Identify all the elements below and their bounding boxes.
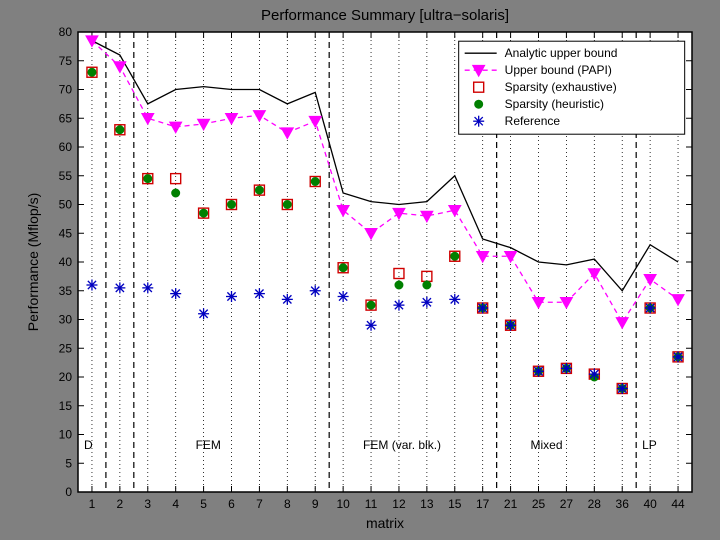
ytick-label: 80 (59, 25, 73, 39)
xtick-label: 8 (284, 497, 291, 511)
xtick-label: 4 (172, 497, 179, 511)
ytick-label: 15 (59, 399, 73, 413)
xtick-label: 27 (560, 497, 574, 511)
legend-label: Sparsity (heuristic) (505, 97, 604, 111)
xtick-label: 7 (256, 497, 263, 511)
xtick-label: 12 (392, 497, 406, 511)
ytick-label: 60 (59, 140, 73, 154)
chart-svg: 0510152025303540455055606570758012345678… (0, 0, 720, 540)
xtick-label: 17 (476, 497, 490, 511)
section-label: Mixed (531, 438, 563, 452)
ytick-label: 65 (59, 111, 73, 125)
xtick-label: 44 (671, 497, 685, 511)
ytick-label: 30 (59, 313, 73, 327)
xtick-label: 5 (200, 497, 207, 511)
xtick-label: 28 (588, 497, 602, 511)
xtick-label: 36 (616, 497, 630, 511)
ytick-label: 45 (59, 226, 73, 240)
xtick-label: 9 (312, 497, 319, 511)
ytick-label: 35 (59, 284, 73, 298)
chart-container: { "title": "Performance Summary [ultra−s… (0, 0, 720, 540)
xtick-label: 21 (504, 497, 518, 511)
legend-label: Upper bound (PAPI) (505, 63, 612, 77)
section-label: FEM (var. blk.) (363, 438, 441, 452)
xtick-label: 13 (420, 497, 434, 511)
xtick-label: 6 (228, 497, 235, 511)
ytick-label: 5 (65, 456, 72, 470)
legend-label: Sparsity (exhaustive) (505, 80, 617, 94)
legend-label: Reference (505, 114, 561, 128)
xtick-label: 10 (336, 497, 350, 511)
ytick-label: 50 (59, 198, 73, 212)
ytick-label: 40 (59, 255, 73, 269)
y-axis-label: Performance (Mflop/s) (25, 193, 41, 331)
legend-label: Analytic upper bound (505, 46, 618, 60)
xtick-label: 2 (117, 497, 124, 511)
ytick-label: 20 (59, 370, 73, 384)
xtick-label: 3 (144, 497, 151, 511)
ytick-label: 55 (59, 169, 73, 183)
chart-title: Performance Summary [ultra−solaris] (261, 7, 509, 24)
section-label: LP (642, 438, 657, 452)
section-label: D (84, 438, 93, 452)
xtick-label: 11 (365, 497, 378, 511)
ytick-label: 10 (59, 428, 73, 442)
ytick-label: 25 (59, 341, 73, 355)
x-axis-label: matrix (366, 515, 404, 531)
ytick-label: 75 (59, 54, 73, 68)
xtick-label: 1 (89, 497, 96, 511)
xtick-label: 40 (643, 497, 657, 511)
section-label: FEM (196, 438, 221, 452)
ytick-label: 0 (65, 485, 72, 499)
ytick-label: 70 (59, 83, 73, 97)
xtick-label: 15 (448, 497, 462, 511)
xtick-label: 25 (532, 497, 546, 511)
